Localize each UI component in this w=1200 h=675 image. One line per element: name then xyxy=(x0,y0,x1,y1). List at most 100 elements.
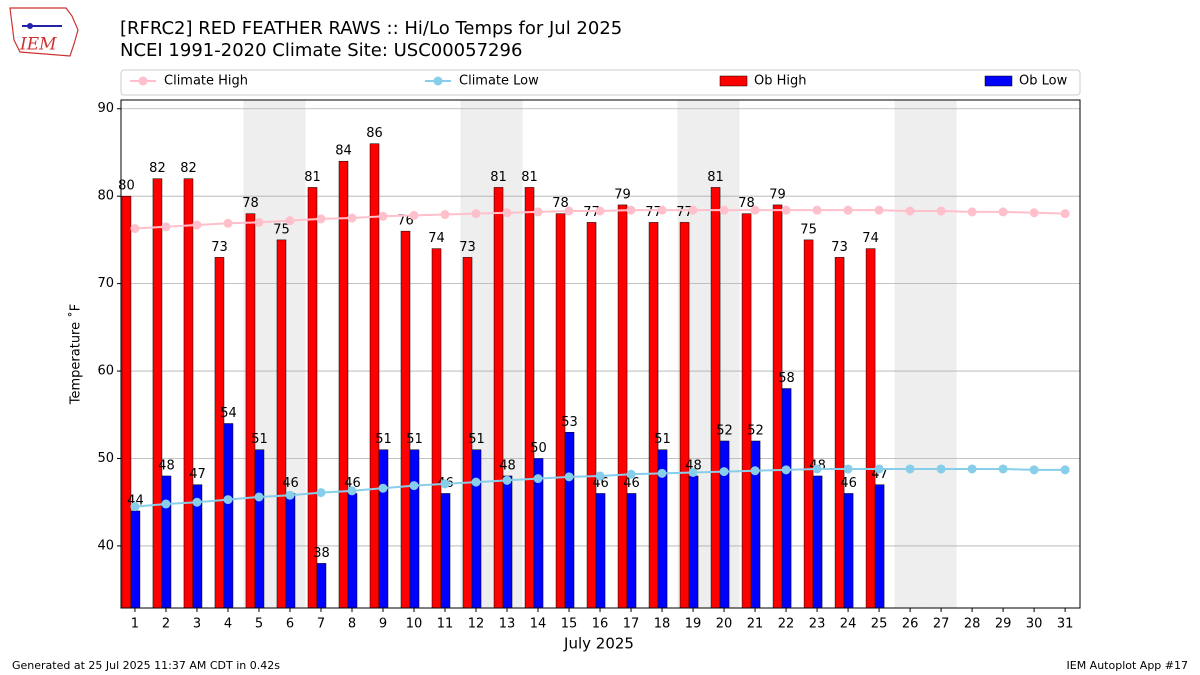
data-label: 53 xyxy=(561,415,578,430)
bar xyxy=(307,187,318,609)
data-label: 38 xyxy=(313,546,330,561)
line-marker xyxy=(967,464,977,474)
data-label: 47 xyxy=(189,467,206,482)
legend xyxy=(120,69,1081,96)
legend-label: Climate Low xyxy=(459,74,539,89)
logo: IEM xyxy=(9,7,79,57)
weekend-shade xyxy=(925,100,957,608)
data-label: 79 xyxy=(769,187,786,202)
x-tick-label: 31 xyxy=(1057,617,1074,632)
logo-outline xyxy=(9,7,79,57)
x-tick-label: 24 xyxy=(840,617,857,632)
data-label: 48 xyxy=(685,458,702,473)
data-label: 75 xyxy=(273,222,290,237)
plot-frame xyxy=(120,99,1081,609)
bar xyxy=(865,248,876,609)
x-tick-label: 19 xyxy=(685,617,702,632)
data-label: 82 xyxy=(180,161,197,176)
x-tick-label: 30 xyxy=(1026,617,1043,632)
x-tick-label: 11 xyxy=(437,617,454,632)
bar xyxy=(710,187,721,609)
x-tick-label: 17 xyxy=(623,617,640,632)
line-marker xyxy=(1029,208,1039,218)
line-marker xyxy=(347,213,357,223)
line-marker xyxy=(626,469,636,479)
data-label: 77 xyxy=(676,205,693,220)
line-marker xyxy=(378,483,388,493)
line-marker xyxy=(750,466,760,476)
bar xyxy=(347,493,358,609)
chart-title: [RFRC2] RED FEATHER RAWS :: Hi/Lo Temps … xyxy=(120,18,622,39)
data-label: 81 xyxy=(521,170,538,185)
data-label: 84 xyxy=(335,144,352,159)
bar xyxy=(223,423,234,609)
data-label: 78 xyxy=(552,196,569,211)
line-marker xyxy=(564,206,574,216)
bar xyxy=(276,239,287,609)
line-marker xyxy=(285,216,295,226)
data-label: 77 xyxy=(645,205,662,220)
x-tick-label: 27 xyxy=(933,617,950,632)
bar xyxy=(378,449,389,609)
x-tick-label: 1 xyxy=(131,617,139,632)
bar xyxy=(431,248,442,609)
y-tick-label: 70 xyxy=(97,276,114,291)
line-marker xyxy=(905,464,915,474)
x-tick-label: 15 xyxy=(561,617,578,632)
data-label: 46 xyxy=(623,476,640,491)
line-marker xyxy=(192,220,202,230)
data-label: 46 xyxy=(592,476,609,491)
line-marker xyxy=(688,467,698,477)
x-tick-label: 12 xyxy=(468,617,485,632)
bar xyxy=(471,449,482,609)
bar xyxy=(803,239,814,609)
line-marker xyxy=(316,214,326,224)
line-marker xyxy=(161,499,171,509)
x-tick-label: 16 xyxy=(592,617,609,632)
data-label: 48 xyxy=(499,458,516,473)
legend-marker xyxy=(138,76,148,86)
data-label: 52 xyxy=(716,423,733,438)
x-tick-label: 6 xyxy=(286,617,294,632)
line-marker xyxy=(1060,465,1070,475)
line-marker xyxy=(564,472,574,482)
data-label: 75 xyxy=(800,222,817,237)
footer-left: Generated at 25 Jul 2025 11:37 AM CDT in… xyxy=(12,659,280,672)
line-marker xyxy=(843,205,853,215)
data-label: 50 xyxy=(530,441,547,456)
line-marker xyxy=(874,464,884,474)
data-label: 80 xyxy=(118,179,135,194)
line-marker xyxy=(936,206,946,216)
y-axis-label: Temperature ˚F xyxy=(68,304,84,405)
line-marker xyxy=(781,465,791,475)
x-tick-label: 14 xyxy=(530,617,547,632)
data-label: 77 xyxy=(583,205,600,220)
line-marker xyxy=(285,490,295,500)
bar xyxy=(285,493,296,609)
line-marker xyxy=(254,217,264,227)
bar xyxy=(440,493,451,609)
bar xyxy=(781,388,792,609)
line-marker xyxy=(161,222,171,232)
data-label: 46 xyxy=(344,476,361,491)
line-marker xyxy=(812,464,822,474)
data-label: 81 xyxy=(490,170,507,185)
line-marker xyxy=(502,208,512,218)
bar xyxy=(130,510,141,609)
logo-text: IEM xyxy=(19,35,57,55)
data-label: 79 xyxy=(614,187,631,202)
line-marker xyxy=(533,207,543,217)
x-tick-label: 13 xyxy=(499,617,516,632)
line-marker xyxy=(719,205,729,215)
line-marker xyxy=(471,209,481,219)
bar xyxy=(555,213,566,609)
x-axis-label: July 2025 xyxy=(563,635,634,653)
data-label: 86 xyxy=(366,126,383,141)
bar xyxy=(750,440,761,609)
data-label: 81 xyxy=(707,170,724,185)
line-marker xyxy=(998,207,1008,217)
bar xyxy=(679,222,690,609)
line-marker xyxy=(130,224,140,234)
line-marker xyxy=(750,205,760,215)
line-marker xyxy=(595,206,605,216)
